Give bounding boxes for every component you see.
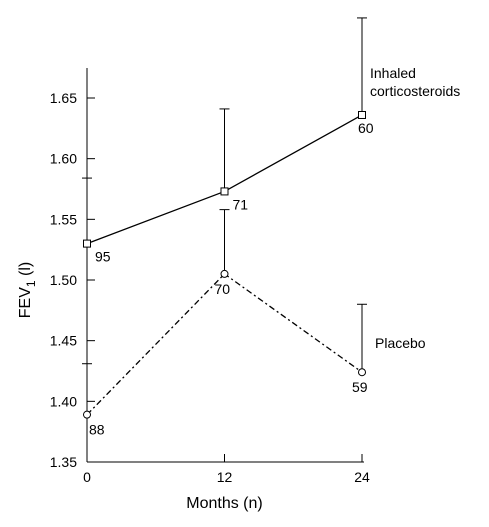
- square-marker: [358, 110, 366, 119]
- y-axis-title-main: FEV: [17, 287, 34, 318]
- circle-marker: [358, 368, 366, 377]
- n-label: 60: [358, 120, 374, 136]
- y-axis-title-subscript: 1: [24, 280, 38, 287]
- series-label-0: corticosteroids: [370, 83, 460, 99]
- error-bars: [82, 17, 367, 415]
- x-tick-label: 12: [217, 469, 233, 485]
- series-label-1: Placebo: [375, 335, 426, 351]
- y-tick-label: 1.60: [50, 151, 77, 167]
- chart-labels: Months (n) FEV1 (l) 95 71 60 Inhaled corticost…: [17, 65, 460, 512]
- y-tick-label: 1.35: [50, 454, 77, 470]
- n-label: 71: [233, 196, 249, 212]
- circle-marker: [220, 269, 229, 278]
- n-label: 88: [89, 422, 105, 438]
- x-axis-title: Months (n): [186, 495, 262, 512]
- y-tick-label: 1.50: [50, 272, 77, 288]
- y-axis-title-unit: (l): [17, 262, 34, 281]
- n-label: 70: [215, 281, 231, 297]
- y-tick-label: 1.65: [50, 90, 77, 106]
- x-tick-label: 0: [83, 469, 91, 485]
- y-tick-label: 1.40: [50, 393, 77, 409]
- y-tick-label: 1.45: [50, 333, 77, 349]
- square-marker: [83, 239, 91, 248]
- series-label-0: Inhaled: [370, 65, 416, 81]
- y-axis-title: FEV1 (l): [17, 262, 38, 318]
- n-label: 95: [95, 249, 111, 265]
- circle-marker: [83, 410, 91, 419]
- data-markers: [83, 110, 366, 419]
- n-label: 59: [352, 379, 368, 395]
- axes: 1.35 1.40 1.45 1.50 1.55 1.60 1.65 0 12 24: [50, 68, 370, 485]
- x-tick-label: 24: [354, 469, 370, 485]
- square-marker: [220, 187, 229, 196]
- y-tick-label: 1.55: [50, 211, 77, 227]
